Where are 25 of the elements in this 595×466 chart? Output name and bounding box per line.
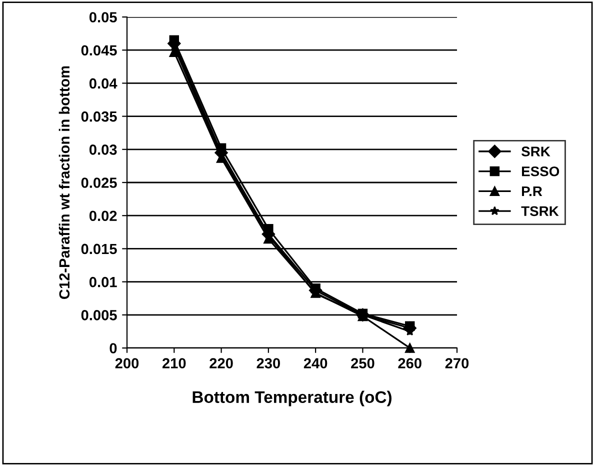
legend-label: P.R bbox=[522, 186, 542, 196]
y-tick-label: 0.01 bbox=[89, 276, 117, 288]
y-tick-label: 0.005 bbox=[81, 310, 117, 320]
x-tick-label: 230 bbox=[256, 358, 280, 368]
x-tick-label: 270 bbox=[445, 358, 469, 368]
legend-label: SRK bbox=[521, 146, 550, 156]
y-tick-label: 0.02 bbox=[89, 210, 117, 222]
y-tick-label: 0.035 bbox=[81, 111, 117, 122]
legend-label: TSRK bbox=[521, 206, 559, 216]
y-tick-label: 0.045 bbox=[81, 45, 117, 56]
legend-label: ESSO bbox=[522, 166, 560, 176]
y-tick-label: 0.05 bbox=[89, 12, 117, 22]
x-axis-title: Bottom Temperature (oC) bbox=[192, 390, 392, 406]
y-tick-label: 0.025 bbox=[81, 178, 117, 188]
x-tick-label: 200 bbox=[115, 358, 139, 368]
x-tick-label: 210 bbox=[162, 358, 186, 368]
y-tick-label: 0 bbox=[110, 343, 117, 354]
y-axis-title: C12-Paraffin wt fraction in bottom bbox=[58, 66, 70, 299]
x-tick-label: 220 bbox=[210, 358, 233, 368]
y-tick-label: 0.04 bbox=[89, 78, 118, 89]
x-tick-label: 240 bbox=[304, 358, 328, 368]
x-tick-label: 260 bbox=[398, 358, 422, 368]
y-tick-label: 0.015 bbox=[81, 244, 117, 254]
x-tick-label: 250 bbox=[351, 358, 374, 368]
y-tick-label: 0.03 bbox=[89, 144, 117, 155]
